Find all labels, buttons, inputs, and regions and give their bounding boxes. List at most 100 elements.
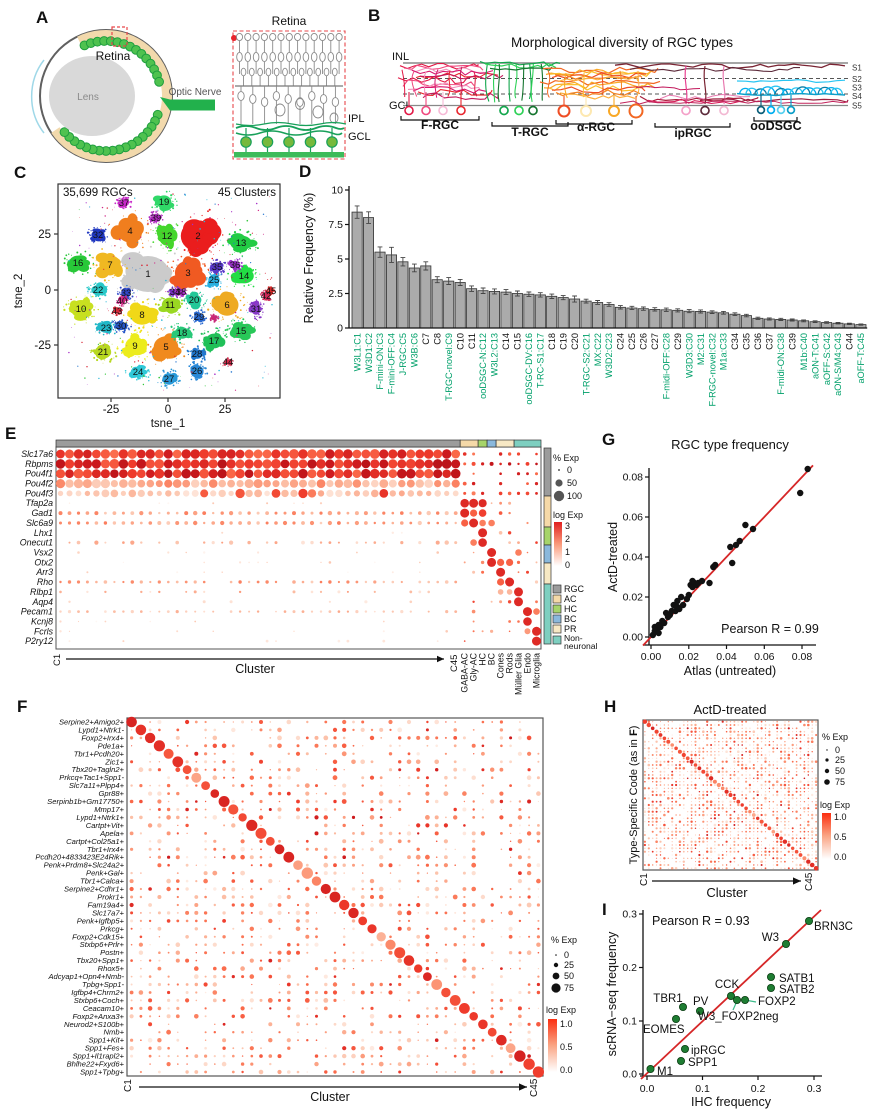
svg-text:35: 35: [212, 262, 223, 273]
svg-text:50: 50: [564, 971, 574, 981]
svg-text:Tbx20+Tagln2+: Tbx20+Tagln2+: [72, 765, 125, 774]
svg-text:0: 0: [564, 950, 569, 960]
svg-text:Mmp17+: Mmp17+: [94, 805, 124, 814]
svg-text:17: 17: [209, 336, 220, 347]
svg-text:C45: C45: [449, 655, 460, 672]
svg-text:Igfbp4+Chrm2+: Igfbp4+Chrm2+: [71, 988, 124, 997]
svg-text:ooDSGC-DV:C16: ooDSGC-DV:C16: [524, 333, 534, 405]
svg-text:Spp1+Kit+: Spp1+Kit+: [89, 1036, 125, 1045]
svg-text:RGC: RGC: [564, 584, 585, 594]
svg-text:Lhx1: Lhx1: [34, 528, 53, 538]
svg-text:1.0: 1.0: [560, 1019, 573, 1029]
svg-text:Arr3: Arr3: [35, 567, 53, 577]
svg-text:ActD-treated: ActD-treated: [606, 522, 620, 592]
svg-text:S3: S3: [852, 84, 862, 93]
svg-text:Relative Frequency (%): Relative Frequency (%): [302, 193, 316, 324]
svg-text:C34: C34: [730, 333, 740, 350]
svg-text:HC: HC: [478, 652, 488, 665]
svg-text:27: 27: [164, 374, 175, 385]
svg-text:M2:C31: M2:C31: [696, 333, 706, 365]
svg-text:Tpbg+Spp1-: Tpbg+Spp1-: [82, 980, 124, 989]
svg-text:ooDSGC-N:C12: ooDSGC-N:C12: [478, 333, 488, 399]
svg-text:Spp1+Fes+: Spp1+Fes+: [85, 1044, 125, 1053]
svg-text:Aqp4: Aqp4: [31, 597, 53, 607]
svg-text:3: 3: [185, 268, 190, 279]
svg-text:45 Clusters: 45 Clusters: [218, 187, 276, 199]
svg-text:16: 16: [73, 258, 84, 269]
svg-text:tsne_2: tsne_2: [13, 274, 25, 309]
svg-text:42: 42: [261, 291, 272, 302]
svg-text:Cartpt+Col25a1+: Cartpt+Col25a1+: [66, 837, 124, 846]
svg-text:7: 7: [107, 260, 112, 271]
svg-text:T-RGC-novel:C9: T-RGC-novel:C9: [444, 333, 454, 401]
svg-text:19: 19: [159, 197, 170, 208]
svg-text:log Exp: log Exp: [553, 510, 583, 520]
svg-text:0.06: 0.06: [754, 651, 775, 663]
svg-text:T-RC-S1:C17: T-RC-S1:C17: [536, 333, 546, 388]
svg-text:Serpine2+Amigo2+: Serpine2+Amigo2+: [59, 718, 125, 727]
svg-text:C36: C36: [753, 333, 763, 350]
svg-text:Pou4f1: Pou4f1: [25, 469, 53, 479]
svg-text:C7: C7: [421, 333, 431, 345]
svg-text:34: 34: [170, 287, 181, 298]
svg-text:T-RGC: T-RGC: [511, 125, 549, 139]
svg-text:0: 0: [565, 560, 570, 570]
svg-text:W3B:C6: W3B:C6: [410, 333, 420, 367]
svg-text:20: 20: [189, 295, 200, 306]
svg-text:50: 50: [567, 478, 577, 488]
svg-text:Tbr1+Pcdh20+: Tbr1+Pcdh20+: [74, 749, 125, 758]
svg-text:T-RGC-S2:C21: T-RGC-S2:C21: [581, 333, 591, 395]
svg-text:35,699 RGCs: 35,699 RGCs: [63, 187, 133, 199]
svg-text:25: 25: [219, 404, 232, 416]
svg-text:32: 32: [93, 230, 104, 241]
svg-text:aON-T:C41: aON-T:C41: [810, 333, 820, 379]
svg-text:38: 38: [176, 287, 187, 298]
svg-text:C14: C14: [501, 333, 511, 350]
svg-text:Rho: Rho: [37, 577, 53, 587]
svg-text:8: 8: [139, 310, 144, 321]
svg-text:75: 75: [564, 983, 574, 993]
svg-text:0.08: 0.08: [792, 651, 813, 663]
svg-text:Rhox5+: Rhox5+: [98, 964, 125, 973]
svg-text:C10: C10: [455, 333, 465, 350]
svg-text:Cones: Cones: [496, 652, 506, 678]
svg-text:S5: S5: [852, 102, 862, 111]
svg-text:44: 44: [223, 357, 234, 368]
svg-text:22: 22: [93, 285, 104, 296]
svg-text:IPL: IPL: [348, 113, 365, 125]
svg-text:C29: C29: [673, 333, 683, 350]
svg-text:21: 21: [98, 347, 109, 358]
svg-text:Ceacam10+: Ceacam10+: [83, 1004, 125, 1013]
svg-text:PR: PR: [564, 624, 577, 634]
svg-text:C44: C44: [845, 333, 855, 350]
svg-text:Tbr1+Irx4+: Tbr1+Irx4+: [87, 845, 125, 854]
svg-text:23: 23: [101, 323, 112, 334]
svg-text:0.02: 0.02: [679, 651, 700, 663]
svg-text:GABA-AC: GABA-AC: [460, 652, 470, 692]
svg-text:0.00: 0.00: [623, 632, 644, 644]
svg-text:0.08: 0.08: [623, 472, 644, 484]
svg-text:Non-: Non-: [564, 633, 583, 643]
svg-text:43: 43: [112, 306, 123, 317]
svg-text:Slc17a6: Slc17a6: [21, 449, 53, 459]
svg-text:Pearson R = 0.99: Pearson R = 0.99: [721, 622, 819, 636]
svg-text:aOFF-S:C42: aOFF-S:C42: [822, 333, 832, 385]
svg-text:Lens: Lens: [77, 92, 99, 103]
svg-text:Penk+Prdm8+Slc24a2+: Penk+Prdm8+Slc24a2+: [44, 861, 125, 870]
svg-text:C8: C8: [432, 333, 442, 345]
svg-text:C20: C20: [570, 333, 580, 350]
svg-text:tsne_1: tsne_1: [151, 418, 186, 430]
svg-text:9: 9: [132, 341, 137, 352]
svg-text:% Exp: % Exp: [551, 935, 577, 945]
svg-text:Optic Nerve: Optic Nerve: [169, 87, 222, 98]
svg-text:12: 12: [162, 231, 173, 242]
svg-text:F-midi-OFF:C28: F-midi-OFF:C28: [662, 333, 672, 399]
svg-text:Serpinb1b+Gm17750+: Serpinb1b+Gm17750+: [47, 797, 124, 806]
svg-text:C18: C18: [547, 333, 557, 350]
svg-text:W3D2:C23: W3D2:C23: [604, 333, 614, 378]
svg-text:Pou4f3: Pou4f3: [25, 488, 53, 498]
svg-text:Tbx20+Spp1+: Tbx20+Spp1+: [76, 956, 124, 965]
svg-text:C37: C37: [765, 333, 775, 350]
svg-text:Rbpms: Rbpms: [25, 459, 53, 469]
svg-text:10: 10: [76, 304, 87, 315]
